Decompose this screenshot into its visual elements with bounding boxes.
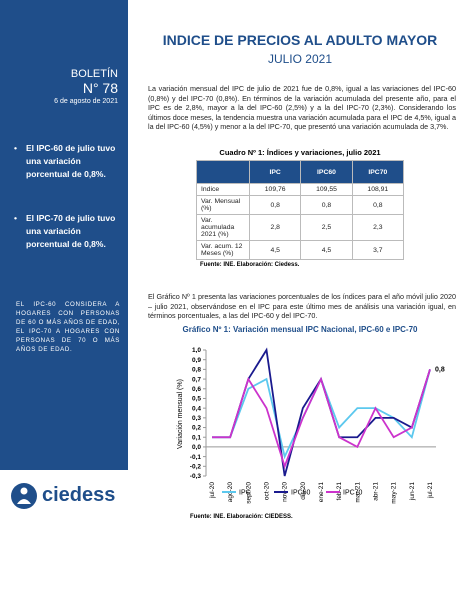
- y-tick-label: 0,2: [192, 425, 201, 432]
- y-tick-label: 0,9: [192, 357, 201, 364]
- legend-label: IPC: [239, 490, 251, 497]
- chart-title: Gráfico Nº 1: Variación mensual IPC Naci…: [182, 325, 418, 334]
- table-cell: Var. acum. 12 Meses (%): [196, 240, 250, 260]
- y-tick-label: -0,2: [190, 464, 202, 471]
- bullet-text: El IPC-70 de julio tuvo una variación po…: [26, 213, 116, 249]
- logo-text: ciedess: [42, 484, 116, 506]
- x-tick-label: jun-21: [409, 482, 416, 501]
- table-row: Var. acum. 12 Meses (%) 4,5 4,5 3,7: [196, 240, 405, 260]
- bullet: • El IPC-70 de julio tuvo una variación p…: [14, 212, 118, 251]
- x-tick-label: abr-21: [373, 482, 380, 501]
- paragraph: El Gráfico Nº 1 presenta las variaciones…: [148, 292, 456, 321]
- sidebar-note: EL IPC-60 CONSIDERA A HOGARES CON PERSON…: [16, 301, 120, 353]
- table-cell: 2,3: [351, 214, 405, 241]
- y-tick-label: -0,3: [190, 473, 202, 480]
- y-tick-label: 0,7: [192, 376, 201, 383]
- series-line: [212, 369, 431, 470]
- table-cell: Indice: [196, 183, 250, 196]
- table-cell: 0,8: [300, 195, 353, 215]
- series-line: [212, 347, 431, 477]
- bulletin-date: 6 de agosto de 2021: [54, 98, 118, 105]
- x-tick-label: oct-20: [264, 482, 271, 500]
- table: IPC IPC60 IPC70 Indice 109,76 109,55 108,91 Var…: [196, 160, 405, 260]
- table-cell: 0,8: [248, 195, 302, 215]
- title: INDICE DE PRECIOS AL ADULTO MAYOR: [162, 32, 438, 48]
- data-label: 0,8: [435, 366, 445, 373]
- x-tick-label: dic-20: [300, 482, 307, 500]
- y-tick-label: 0,0: [192, 444, 201, 451]
- table-cell: 0,8: [351, 195, 405, 215]
- y-tick-label: 0,1: [192, 434, 201, 441]
- table-cell: 109,55: [300, 183, 353, 196]
- table-cell: 3,7: [351, 240, 405, 260]
- table-cell: 109,76: [248, 183, 302, 196]
- subtitle: JULIO 2021: [267, 52, 333, 66]
- table-cell: Var. Mensual (%): [196, 195, 250, 215]
- bulletin-number: N° 78: [82, 80, 118, 96]
- table-cell: 4,5: [248, 240, 302, 260]
- x-tick-label: may-21: [391, 482, 398, 504]
- series-line: [212, 369, 431, 460]
- logo-icon: [11, 483, 37, 509]
- table-row: Var. Mensual (%) 0,8 0,8 0,8: [196, 195, 405, 215]
- x-tick-label: mar-21: [354, 482, 361, 503]
- table-row: Indice 109,76 109,55 108,91: [196, 183, 405, 196]
- table-row: Var. acumulada 2021 (%) 2,8 2,5 2,3: [196, 214, 405, 241]
- table-header: IPC60: [300, 160, 353, 184]
- x-tick-label: ene-21: [318, 482, 325, 503]
- table-header: IPC: [248, 160, 302, 184]
- table-source: Fuente: INE. Elaboración: Ciedess.: [200, 262, 300, 268]
- table-caption: Cuadro Nº 1: Índices y variaciones, juli…: [219, 148, 381, 157]
- y-axis-label: Variación mensual (%): [177, 379, 184, 449]
- table-corner: [196, 160, 250, 184]
- legend-label: IPC70: [343, 490, 363, 497]
- bullet-text: El IPC-60 de julio tuvo una variación po…: [26, 143, 116, 179]
- table-cell: 4,5: [300, 240, 353, 260]
- y-tick-label: 0,6: [192, 386, 201, 393]
- bullet: • El IPC-60 de julio tuvo una variación p…: [14, 142, 118, 181]
- sidebar: BOLETÍN N° 78 6 de agosto de 2021 • El IP…: [0, 0, 128, 470]
- bulletin-label: BOLETÍN: [70, 68, 118, 80]
- table-cell: Var. acumulada 2021 (%): [196, 214, 250, 241]
- table-cell: 108,91: [351, 183, 405, 196]
- y-tick-label: 0,5: [192, 396, 201, 403]
- y-tick-label: 1,0: [192, 347, 201, 354]
- y-tick-label: 0,4: [192, 405, 201, 412]
- logo: ciedess: [10, 478, 120, 518]
- table-header-row: IPC IPC60 IPC70: [196, 160, 405, 184]
- y-tick-label: 0,3: [192, 415, 201, 422]
- table-cell: 2,8: [248, 214, 302, 241]
- table-header: IPC70: [351, 160, 405, 184]
- y-tick-label: -0,1: [190, 454, 202, 461]
- table-cell: 2,5: [300, 214, 353, 241]
- x-tick-label: jul-20: [209, 482, 216, 499]
- paragraph: La variación mensual del IPC de julio de…: [148, 84, 456, 132]
- chart-source: Fuente: INE. Elaboración: CIEDESS.: [190, 514, 293, 520]
- y-tick-label: 0,8: [192, 367, 201, 374]
- chart: Gráfico Nº 1: Variación mensual IPC Naci…: [177, 325, 445, 520]
- x-tick-label: sept-20: [245, 482, 252, 504]
- x-tick-label: jul-21: [427, 482, 434, 499]
- legend-label: IPC60: [291, 490, 311, 497]
